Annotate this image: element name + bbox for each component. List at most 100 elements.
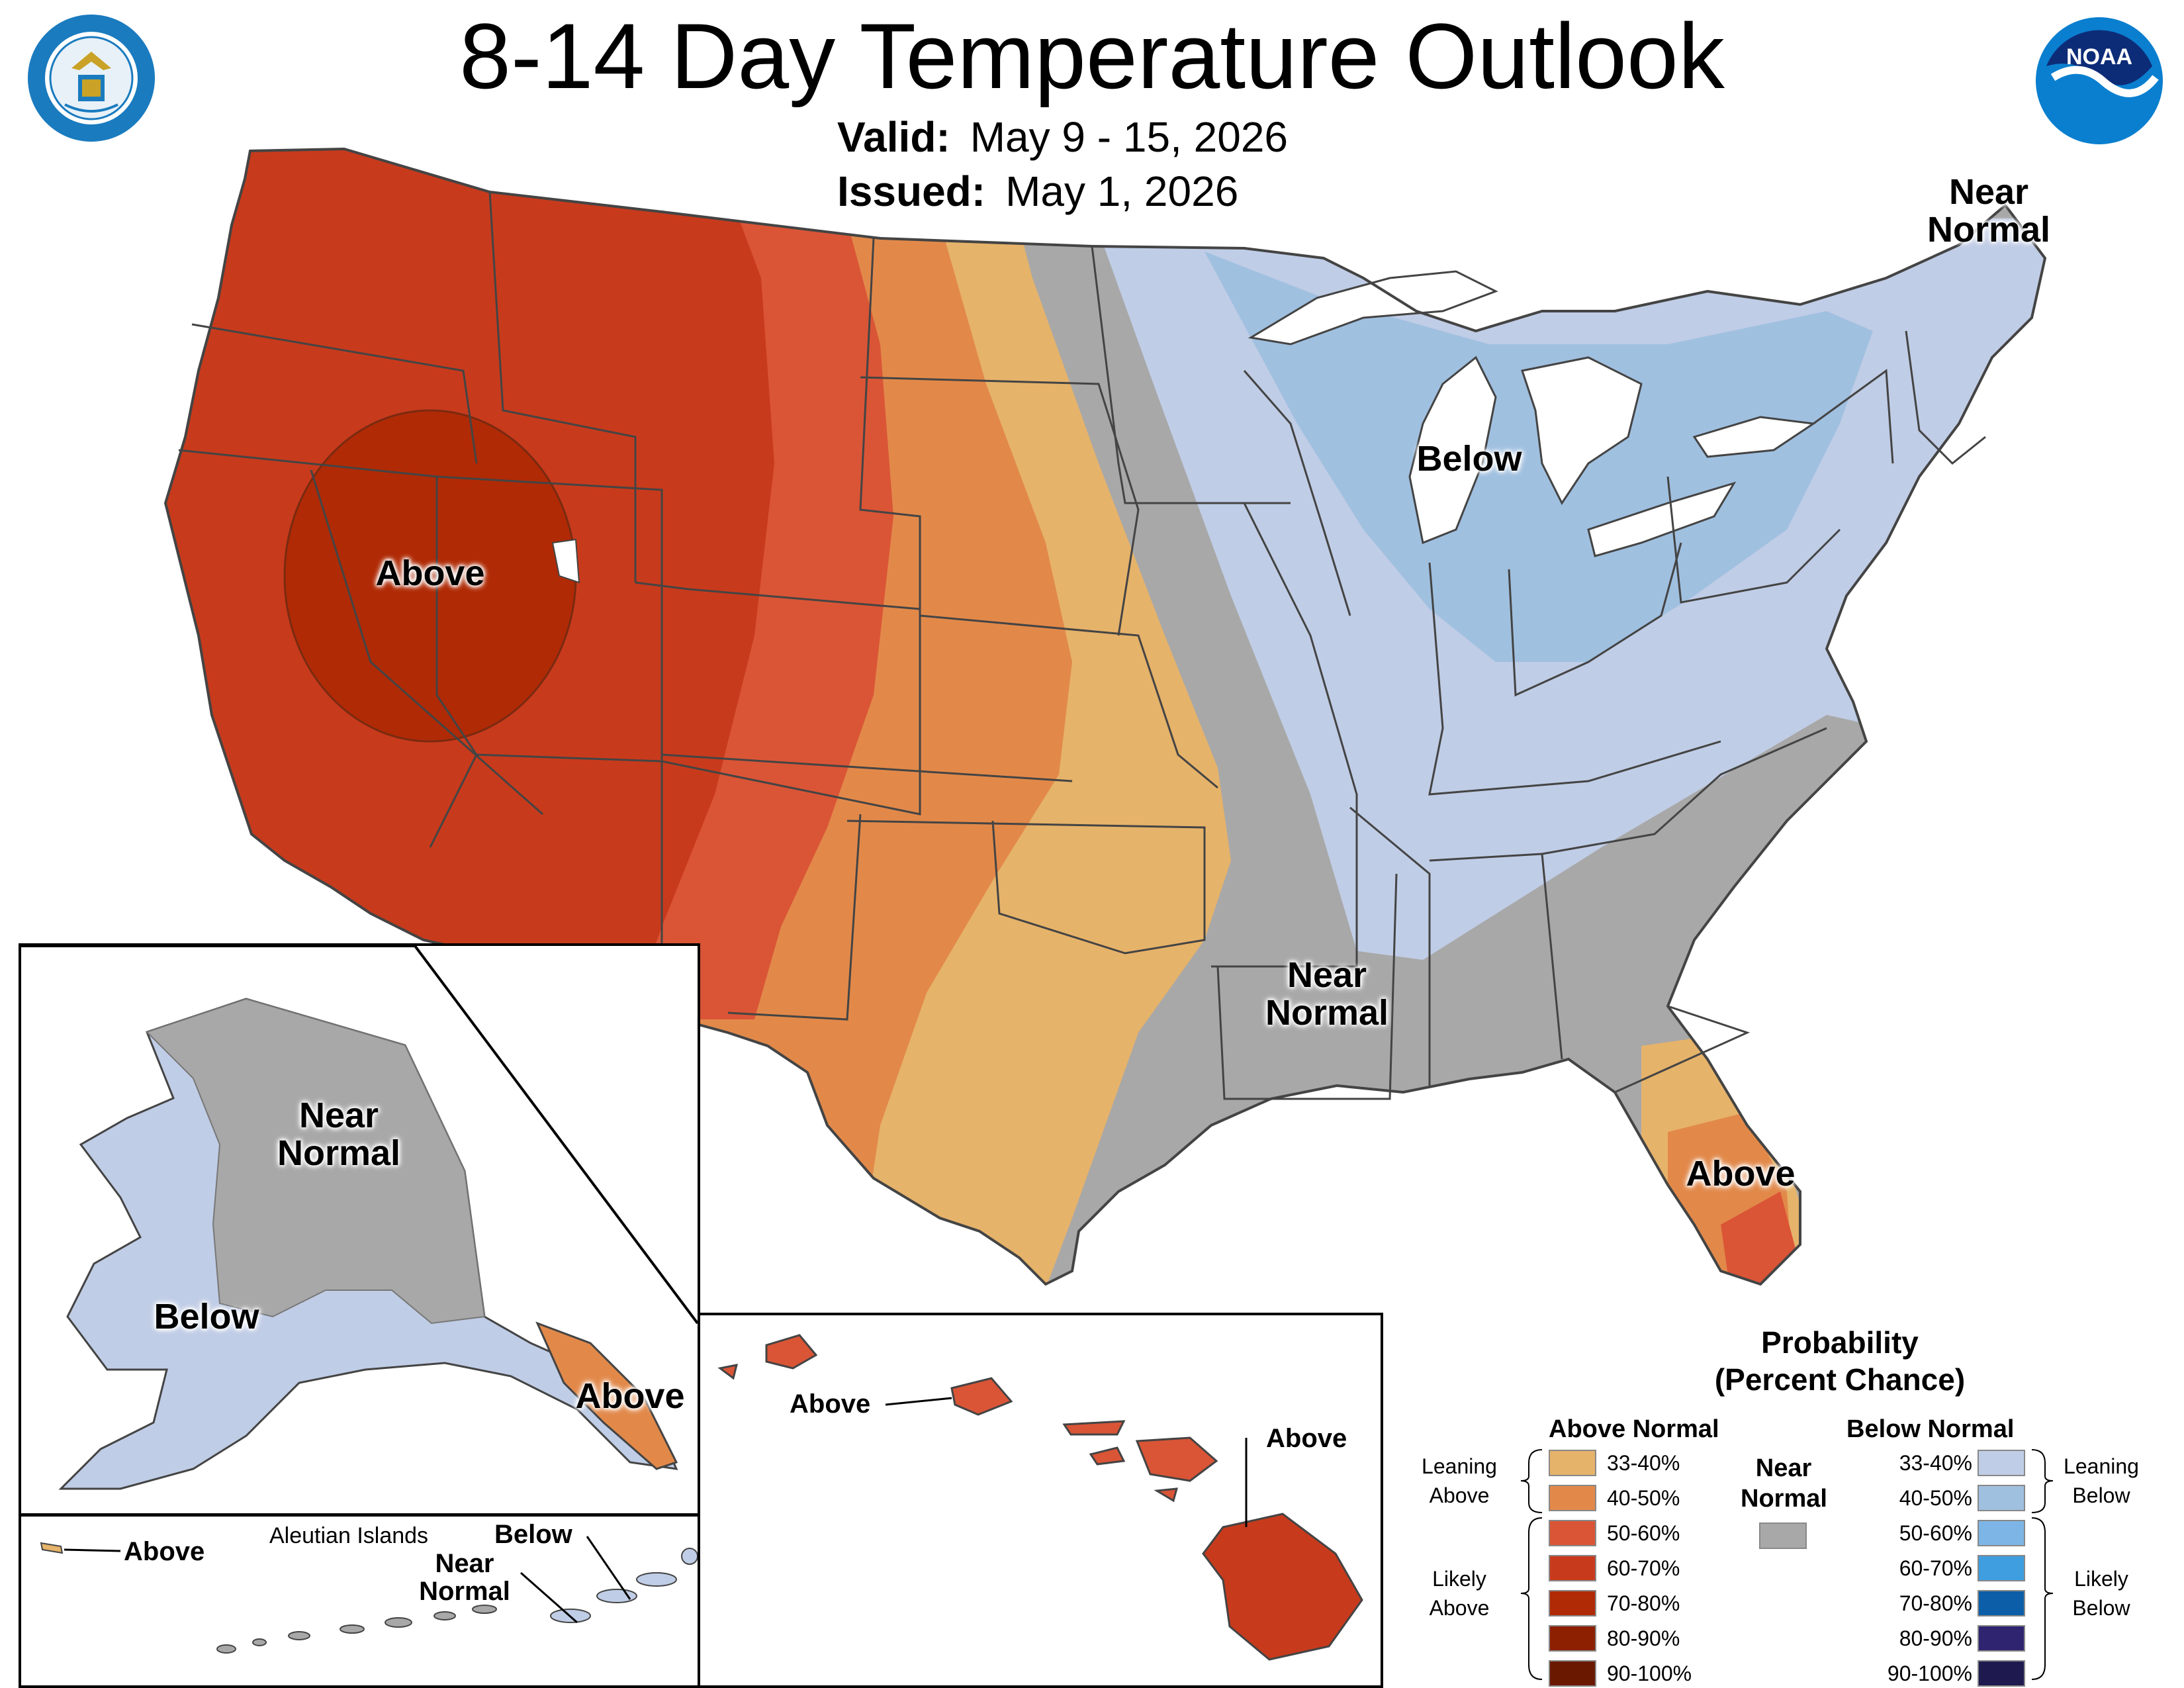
label-alaska-below: Below — [154, 1297, 259, 1336]
legend-leaning-above: Leaning Above — [1416, 1452, 1502, 1510]
above-range-1: 33-40% — [1607, 1451, 1680, 1475]
below-range-6: 80-90% — [1899, 1626, 1972, 1650]
border-pa — [1666, 476, 1841, 604]
island-hawaii — [1202, 1513, 1363, 1661]
label-aleutian-near-normal: Near Normal — [419, 1549, 510, 1606]
border-mn-ia — [1091, 246, 1291, 504]
field-below-40-50 — [1205, 252, 1873, 662]
noaa-logo-text: NOAA — [2066, 44, 2132, 70]
label-hawaii-west-above: Above — [790, 1389, 871, 1419]
alaska-near-normal — [146, 998, 486, 1325]
label-alaska-above: Above — [575, 1376, 685, 1416]
border-ms-al — [1349, 806, 1431, 1086]
legend-brace-below — [2031, 1449, 2054, 1680]
doc-seal-icon — [28, 15, 155, 142]
leaning-above-line2: Above — [1429, 1483, 1490, 1507]
legend-title-line1: Probability — [1761, 1325, 1919, 1360]
legend-near-header: Near Normal — [1741, 1453, 1827, 1514]
above-range-6: 80-90% — [1607, 1626, 1680, 1650]
alaska-map — [21, 946, 698, 1490]
border-ca-nv — [310, 469, 543, 816]
border-wi-il — [1243, 370, 1351, 616]
border-mo-ar — [1211, 502, 1358, 968]
alaska-panhandle-above — [535, 1321, 678, 1470]
likely-below-line2: Below — [2072, 1596, 2130, 1620]
label-aleutian-below: Below — [494, 1520, 572, 1549]
leaning-below-line1: Leaning — [2064, 1454, 2139, 1478]
border-nd-sd-ne — [860, 376, 1140, 636]
legend-title: Probability (Percent Chance) — [1608, 1324, 2071, 1398]
lake-michigan — [1408, 355, 1497, 545]
lake-ontario — [1692, 416, 1817, 458]
below-range-7: 90-100% — [1887, 1662, 1972, 1685]
likely-below-line1: Likely — [2074, 1567, 2128, 1591]
border-ny-new-england — [1813, 369, 1894, 464]
below-range-4: 60-70% — [1899, 1556, 1972, 1580]
swatch-above-80-90 — [1549, 1625, 1596, 1652]
swatch-below-90-100 — [1978, 1660, 2025, 1687]
hawaii-map — [717, 1334, 1363, 1661]
swatch-above-33-40 — [1549, 1450, 1596, 1476]
above-range-3: 50-60% — [1607, 1521, 1680, 1545]
above-range-4: 60-70% — [1607, 1556, 1680, 1580]
swatch-below-80-90 — [1978, 1625, 2025, 1652]
label-aleutian-above: Above — [124, 1537, 205, 1566]
legend-below-header: Below Normal — [1846, 1415, 2015, 1443]
lake-superior — [1248, 270, 1498, 346]
aleutian-map — [40, 1536, 698, 1654]
hawaii-inset: Above Above — [698, 1313, 1383, 1688]
border-or-ca-nv — [178, 449, 478, 848]
label-hawaii-east-above: Above — [1266, 1424, 1347, 1453]
legend-above-header: Above Normal — [1549, 1415, 1719, 1443]
swatch-below-70-80 — [1978, 1590, 2025, 1617]
swatch-above-40-50 — [1549, 1485, 1596, 1511]
conus-outline — [163, 147, 2047, 1286]
state-borders — [178, 191, 1986, 1100]
aleutian-islands-chain — [216, 1605, 497, 1654]
valid-label: Valid: — [837, 113, 950, 161]
below-range-5: 70-80% — [1899, 1591, 1972, 1615]
aleutian-inset: Above Aleutian Islands Below Near Normal — [19, 1514, 700, 1688]
swatch-above-70-80 — [1549, 1590, 1596, 1617]
label-florida-above: Above — [1686, 1154, 1796, 1194]
great-lakes — [551, 270, 1817, 584]
swatch-near-normal — [1759, 1523, 1807, 1549]
border-ok-tx — [846, 820, 1206, 955]
border-la-ms — [1216, 873, 1398, 1100]
legend-brace-above — [1520, 1449, 1543, 1680]
noaa-logo-icon: NOAA — [2036, 17, 2163, 144]
island-niihau — [717, 1364, 739, 1380]
above-range-5: 70-80% — [1607, 1591, 1680, 1615]
below-range-3: 50-60% — [1899, 1521, 1972, 1545]
leaning-below-line2: Below — [2072, 1483, 2130, 1507]
alaska-inset: Near Normal Below Above — [19, 943, 700, 1516]
legend-likely-below: Likely Below — [2058, 1564, 2144, 1622]
above-range-2: 40-50% — [1607, 1486, 1680, 1510]
island-kahoolawe — [1154, 1487, 1179, 1503]
near-header-line1: Near — [1755, 1454, 1812, 1482]
probability-legend: Probability (Percent Chance) Above Norma… — [1390, 1317, 2184, 1688]
aleutian-west-island — [40, 1542, 64, 1554]
border-wa-or-id — [191, 323, 478, 464]
likely-above-line1: Likely — [1432, 1567, 1486, 1591]
island-kauai — [765, 1334, 818, 1370]
island-lanai — [1089, 1446, 1126, 1466]
legend-leaning-below: Leaning Below — [2058, 1452, 2144, 1510]
swatch-above-60-70 — [1549, 1555, 1596, 1581]
island-oahu — [950, 1377, 1013, 1416]
hawaii-islands — [717, 1334, 1218, 1503]
island-molokai — [1062, 1420, 1126, 1436]
label-aleutian-title: Aleutian Islands — [269, 1523, 429, 1548]
border-vt-nh-me — [1905, 330, 1986, 465]
border-four-corners — [661, 753, 1073, 782]
near-header-line2: Normal — [1741, 1485, 1827, 1513]
border-in-ky-tn — [1428, 562, 1721, 796]
border-ga-fl — [1614, 1005, 1751, 1094]
swatch-above-90-100 — [1549, 1660, 1596, 1687]
issued-label: Issued: — [837, 167, 986, 215]
aleutian-east-islands — [550, 1548, 698, 1623]
below-range-2: 40-50% — [1899, 1486, 1972, 1510]
swatch-below-50-60 — [1978, 1520, 2025, 1546]
swatch-below-40-50 — [1978, 1485, 2025, 1511]
inset-connector-line — [21, 946, 698, 1325]
